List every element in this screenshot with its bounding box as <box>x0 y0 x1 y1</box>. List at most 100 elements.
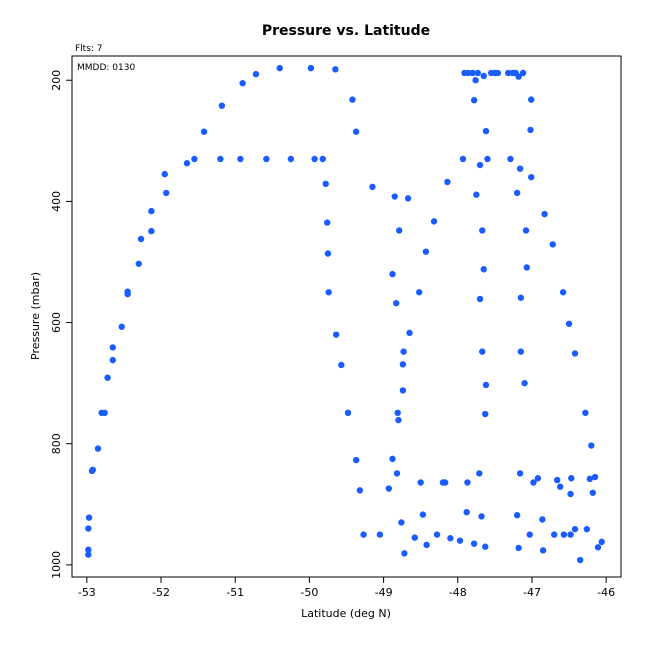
data-points <box>85 64 605 564</box>
data-point <box>567 490 574 498</box>
data-point <box>594 544 602 551</box>
data-point <box>484 155 491 163</box>
data-point <box>163 189 170 197</box>
data-point <box>389 455 396 463</box>
data-point <box>89 466 96 473</box>
data-point <box>519 69 527 77</box>
data-point <box>218 102 226 109</box>
data-point <box>391 193 398 200</box>
data-point <box>191 155 198 163</box>
data-point <box>588 442 595 449</box>
data-point <box>393 470 401 477</box>
data-point <box>447 535 454 542</box>
data-point <box>416 289 423 296</box>
data-point <box>591 473 599 481</box>
data-point <box>474 69 482 77</box>
date-annotation: MMDD: 0130 <box>77 63 135 73</box>
data-point <box>482 410 489 418</box>
data-point <box>516 470 524 477</box>
data-point <box>482 127 490 135</box>
data-point <box>406 329 413 337</box>
data-point <box>376 531 384 538</box>
data-point <box>476 295 484 303</box>
data-point <box>494 69 502 77</box>
data-point <box>311 155 318 163</box>
data-point <box>349 96 356 103</box>
data-point <box>541 210 548 218</box>
data-point <box>513 189 521 197</box>
data-point <box>101 409 108 417</box>
data-point <box>441 479 449 486</box>
data-point <box>560 531 568 538</box>
data-point <box>399 361 407 368</box>
y-tick-label: 1000 <box>50 551 63 579</box>
data-point <box>118 323 125 330</box>
data-point <box>521 379 528 387</box>
data-point <box>470 97 478 104</box>
data-point <box>551 531 558 538</box>
data-point <box>479 227 486 234</box>
data-point <box>319 155 326 163</box>
data-point <box>395 416 402 424</box>
data-point <box>470 540 478 547</box>
data-point <box>456 537 464 544</box>
data-point <box>399 387 407 394</box>
data-point <box>473 191 480 198</box>
data-point <box>523 264 530 271</box>
data-point <box>553 476 561 484</box>
data-point <box>394 409 401 417</box>
data-point <box>480 72 487 80</box>
data-point <box>516 165 524 172</box>
x-tick-label: -51 <box>226 586 244 599</box>
plot-frame <box>71 55 622 578</box>
data-point <box>287 155 295 163</box>
data-point <box>576 556 584 564</box>
data-point <box>539 516 546 523</box>
data-point <box>237 155 244 163</box>
data-point <box>338 361 345 369</box>
data-point <box>478 513 485 520</box>
data-point <box>239 80 246 87</box>
data-point <box>104 374 111 381</box>
data-point <box>528 96 535 103</box>
data-point <box>324 250 332 257</box>
data-point <box>161 170 168 178</box>
data-point <box>422 248 430 255</box>
data-point <box>148 227 155 235</box>
data-point <box>404 195 412 202</box>
data-point <box>109 356 117 364</box>
data-point <box>393 299 400 307</box>
x-tick-label: -49 <box>375 586 393 599</box>
data-point <box>411 534 418 541</box>
data-point <box>352 128 360 135</box>
data-point <box>505 69 512 77</box>
data-point <box>322 180 329 188</box>
data-point <box>480 266 487 273</box>
data-point <box>513 512 521 519</box>
y-tick-label: 800 <box>50 433 63 454</box>
data-point <box>423 541 430 549</box>
x-axis: -53 -52 -51 -50 -49 -48 -47 -46 <box>78 577 615 599</box>
data-point <box>582 409 589 417</box>
data-point <box>94 445 102 452</box>
data-point <box>401 550 408 557</box>
data-point <box>85 514 93 521</box>
data-point <box>528 173 535 181</box>
data-point <box>517 294 525 301</box>
data-point <box>476 470 483 477</box>
x-tick-label: -48 <box>449 586 467 599</box>
data-point <box>109 344 117 351</box>
data-point <box>360 531 367 538</box>
data-point <box>464 69 472 77</box>
data-point <box>565 320 573 327</box>
data-point <box>217 155 224 163</box>
data-point <box>530 479 537 486</box>
data-point <box>586 475 594 483</box>
data-point <box>417 479 424 486</box>
data-point <box>568 475 575 482</box>
data-point <box>400 348 407 355</box>
data-point <box>482 543 489 550</box>
data-point <box>137 235 145 243</box>
